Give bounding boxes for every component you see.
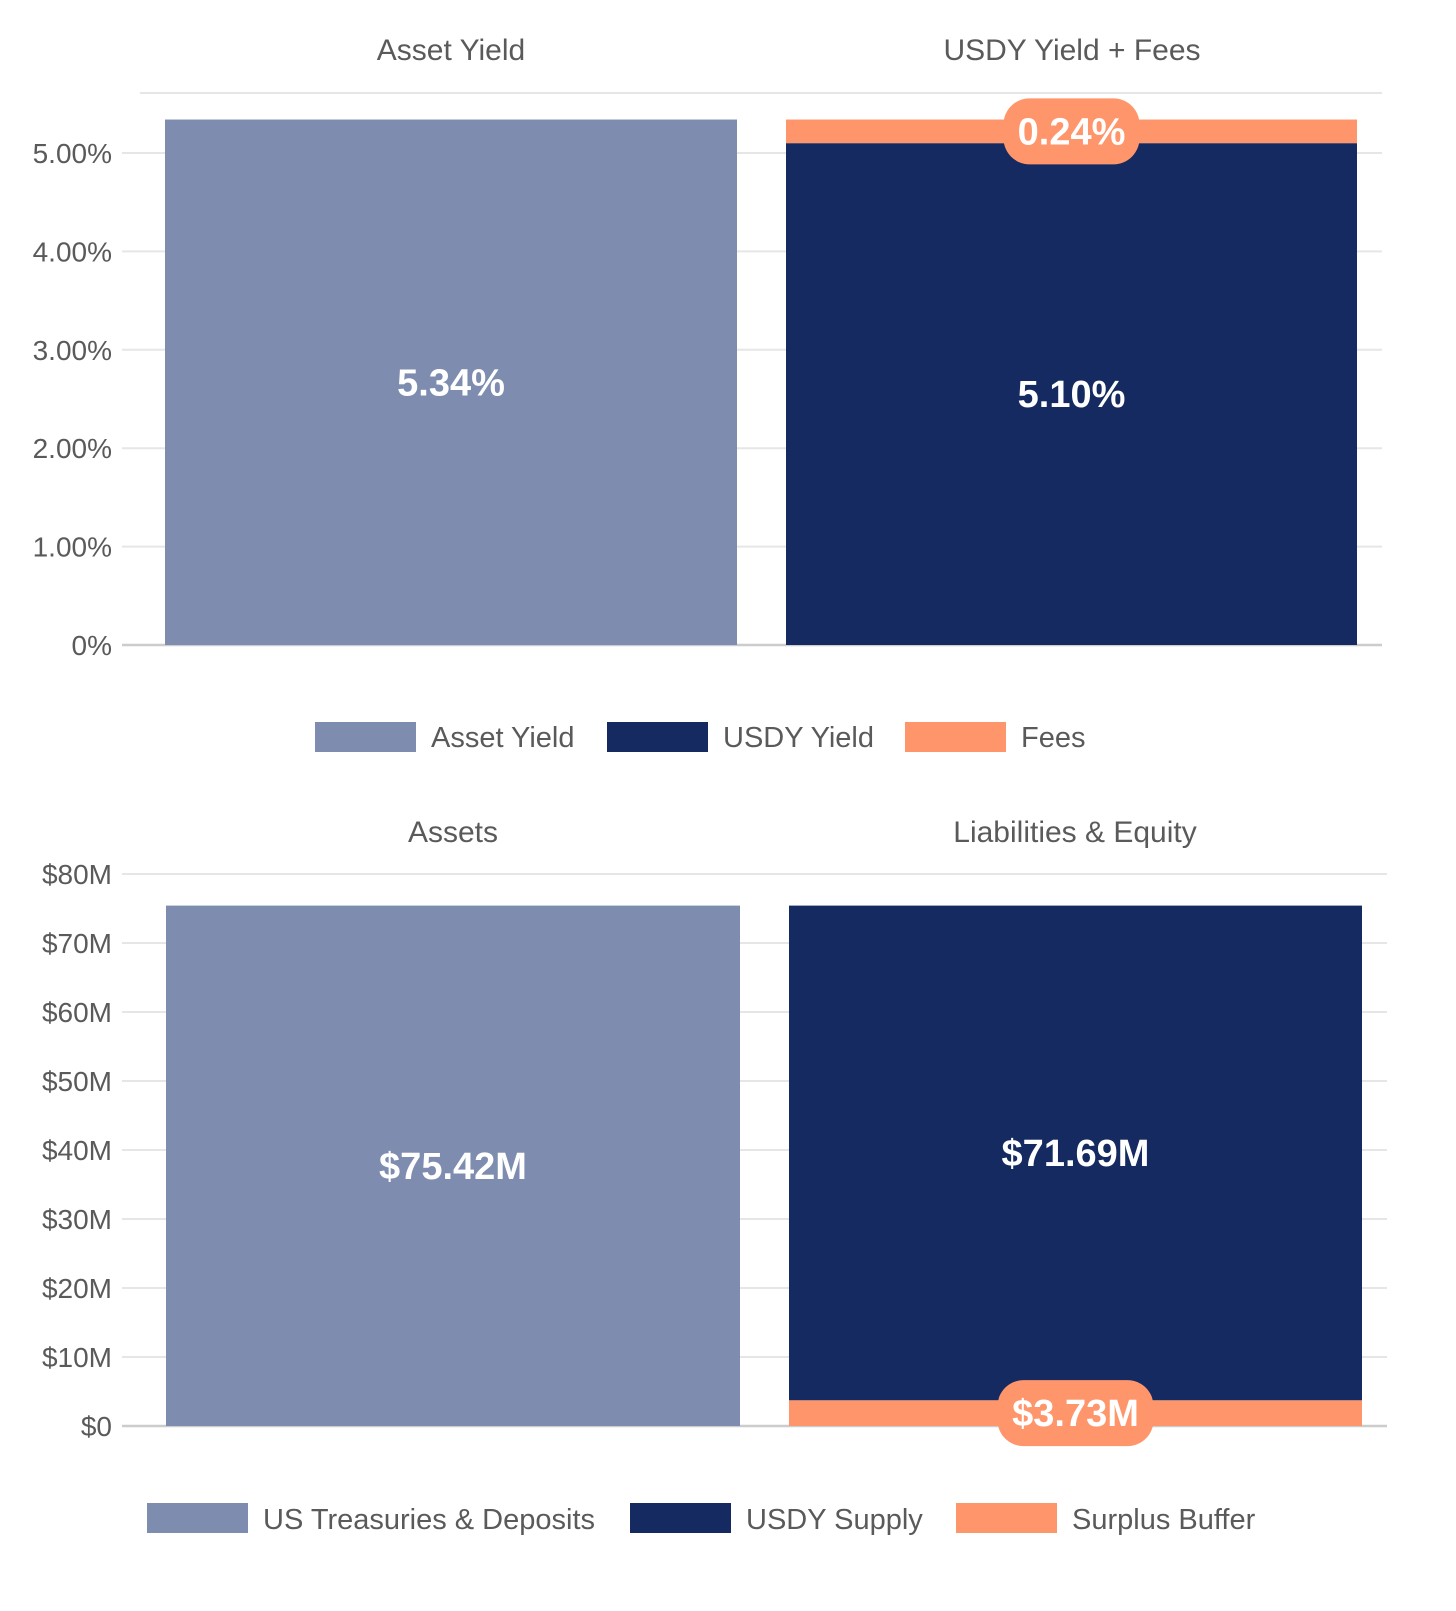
data-label: $3.73M bbox=[1012, 1393, 1139, 1435]
y-tick-label: $60M bbox=[42, 997, 112, 1028]
legend-label-asset-yield: Asset Yield bbox=[431, 722, 574, 754]
legend-swatch-asset-yield bbox=[315, 722, 416, 752]
legend-label-surplus-buffer: Surplus Buffer bbox=[1072, 1504, 1256, 1536]
data-label: 5.10% bbox=[1018, 374, 1126, 416]
data-label: 5.34% bbox=[397, 362, 505, 404]
y-tick-label: $30M bbox=[42, 1204, 112, 1235]
bar-segment-usdy-supply bbox=[789, 905, 1362, 1401]
y-tick-label: 4.00% bbox=[33, 236, 112, 267]
data-label: 0.24% bbox=[1018, 111, 1126, 153]
legend-swatch-us-treasuries bbox=[147, 1503, 248, 1533]
legend-label-usdy-supply: USDY Supply bbox=[746, 1504, 923, 1536]
legend-swatch-fees bbox=[905, 722, 1006, 752]
legend-label-usdy-yield: USDY Yield bbox=[723, 722, 874, 754]
y-tick-label: $0 bbox=[81, 1411, 112, 1442]
legend-swatch-usdy-yield bbox=[607, 722, 708, 752]
bar-segment-usdy-yield bbox=[786, 143, 1357, 645]
legend-label-us-treasuries: US Treasuries & Deposits bbox=[263, 1504, 595, 1536]
y-tick-label: 3.00% bbox=[33, 335, 112, 366]
data-label: $71.69M bbox=[1002, 1133, 1150, 1175]
y-tick-label: $20M bbox=[42, 1273, 112, 1304]
balance-legend: US Treasuries & Deposits USDY Supply Sur… bbox=[147, 1503, 1256, 1536]
y-tick-label: 2.00% bbox=[33, 433, 112, 464]
y-tick-label: 1.00% bbox=[33, 532, 112, 563]
y-tick-label: $40M bbox=[42, 1135, 112, 1166]
legend-swatch-usdy-supply bbox=[630, 1503, 731, 1533]
y-tick-label: 5.00% bbox=[33, 138, 112, 169]
y-tick-label: $70M bbox=[42, 928, 112, 959]
yield-chart: Asset Yield USDY Yield + Fees 0% 1.00% 2.0… bbox=[33, 34, 1382, 754]
data-label-pill bbox=[997, 1380, 1154, 1447]
legend-label-fees: Fees bbox=[1021, 722, 1085, 754]
balance-chart: Assets Liabilities & Equity $0 $10M $20M $3… bbox=[42, 816, 1387, 1536]
bar-segment-asset-yield bbox=[165, 119, 737, 645]
y-tick-label: 0% bbox=[72, 630, 112, 661]
category-title-assets: Assets bbox=[408, 816, 498, 849]
yield-legend: Asset Yield USDY Yield Fees bbox=[315, 722, 1085, 754]
y-tick-label: $80M bbox=[42, 859, 112, 890]
category-title-asset-yield: Asset Yield bbox=[377, 34, 525, 67]
legend-swatch-surplus-buffer bbox=[956, 1503, 1057, 1533]
data-label: $75.42M bbox=[379, 1146, 527, 1188]
bar-segment-us-treasuries-deposits bbox=[166, 905, 740, 1426]
category-title-liabilities-equity: Liabilities & Equity bbox=[953, 816, 1196, 849]
category-title-usdy-yield-fees: USDY Yield + Fees bbox=[943, 34, 1200, 67]
y-tick-label: $50M bbox=[42, 1066, 112, 1097]
data-label-pill bbox=[1003, 98, 1140, 165]
y-tick-label: $10M bbox=[42, 1342, 112, 1373]
